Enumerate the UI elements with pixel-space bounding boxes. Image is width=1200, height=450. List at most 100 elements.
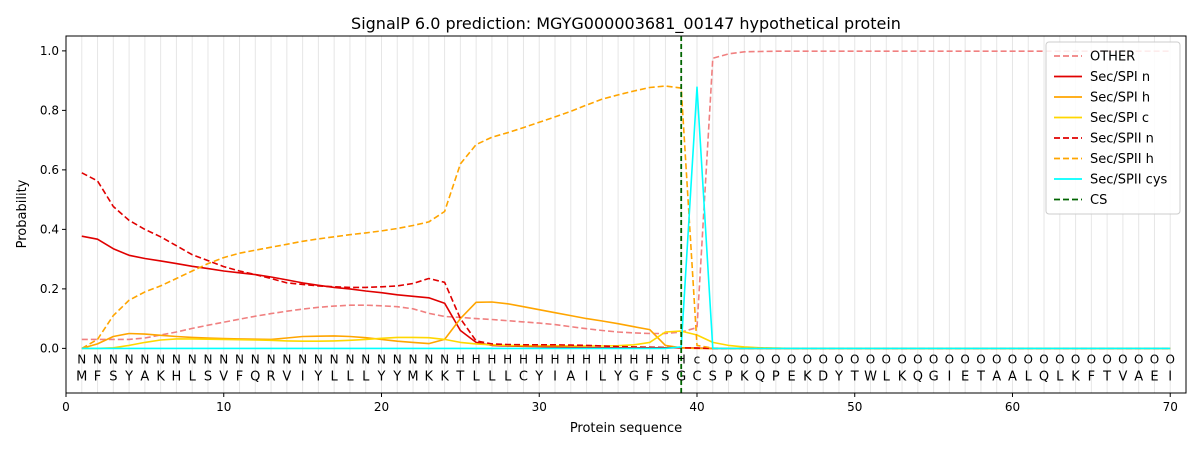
residue-letter: T bbox=[1102, 370, 1111, 385]
residue-letter: S bbox=[709, 370, 717, 385]
region-label: H bbox=[487, 352, 496, 366]
region-label: O bbox=[1039, 352, 1048, 366]
region-label: O bbox=[850, 352, 859, 366]
x-axis-label: Protein sequence bbox=[570, 421, 682, 436]
series-lines bbox=[81, 36, 1171, 393]
residue-letter: L bbox=[883, 370, 891, 385]
residue-letter: Y bbox=[834, 370, 843, 385]
legend-label: Sec/SPII h bbox=[1090, 152, 1154, 167]
region-label: O bbox=[945, 352, 954, 366]
residue-letter: S bbox=[661, 370, 669, 385]
region-label: N bbox=[251, 352, 260, 366]
series-line-sec-spii-n bbox=[81, 172, 1171, 350]
residue-letter: G bbox=[929, 370, 939, 385]
region-label: H bbox=[677, 352, 686, 366]
region-label: N bbox=[314, 352, 323, 366]
region-label: H bbox=[519, 352, 528, 366]
region-label: O bbox=[1150, 352, 1159, 366]
region-label: O bbox=[1134, 352, 1143, 366]
y-axis: 0.0 0.2 0.4 0.6 0.8 1.0 bbox=[40, 44, 66, 355]
region-label: N bbox=[125, 352, 134, 366]
region-label: N bbox=[188, 352, 197, 366]
residue-letter: Y bbox=[124, 370, 133, 385]
legend-label: Sec/SPI h bbox=[1090, 91, 1150, 106]
region-label: O bbox=[929, 352, 938, 366]
region-label: O bbox=[755, 352, 764, 366]
legend-label: OTHER bbox=[1090, 50, 1135, 65]
x-tick-label: 40 bbox=[689, 400, 704, 414]
region-label: O bbox=[740, 352, 749, 366]
residue-letter: A bbox=[140, 370, 149, 385]
chart-title: SignalP 6.0 prediction: MGYG000003681_00… bbox=[351, 14, 901, 34]
series-line-sec-spi-n bbox=[81, 235, 1171, 350]
series-line-sec-spii-cys bbox=[81, 86, 1171, 350]
region-label: O bbox=[1055, 352, 1064, 366]
series-line-sec-spii-h bbox=[81, 85, 1171, 350]
x-tick-label: 20 bbox=[374, 400, 389, 414]
residue-letter: M bbox=[407, 370, 418, 385]
residue-letter: L bbox=[1056, 370, 1064, 385]
region-label: O bbox=[708, 352, 717, 366]
series-line-other bbox=[81, 50, 1171, 341]
region-label: N bbox=[330, 352, 339, 366]
region-label: N bbox=[93, 352, 102, 366]
region-label: O bbox=[1071, 352, 1080, 366]
residue-letter: S bbox=[109, 370, 117, 385]
x-tick-label: 0 bbox=[62, 400, 70, 414]
residue-letter: L bbox=[488, 370, 496, 385]
residue-letter: Q bbox=[913, 370, 923, 385]
residue-letter: G bbox=[629, 370, 639, 385]
residue-letter: P bbox=[772, 370, 780, 385]
residue-letter: A bbox=[1008, 370, 1017, 385]
residue-letter: Q bbox=[1039, 370, 1049, 385]
region-label: O bbox=[897, 352, 906, 366]
y-axis-label: Probability bbox=[15, 179, 30, 248]
x-tick-label: 70 bbox=[1163, 400, 1178, 414]
residue-letter: D bbox=[818, 370, 828, 385]
series-line-sec-spi-h bbox=[81, 301, 1171, 350]
residue-letter: A bbox=[1134, 370, 1143, 385]
region-label: O bbox=[960, 352, 969, 366]
y-tick-label: 0.2 bbox=[40, 282, 59, 296]
residue-letter: Y bbox=[377, 370, 386, 385]
y-tick-label: 0.0 bbox=[40, 341, 59, 355]
residue-letter: S bbox=[204, 370, 212, 385]
residue-letter: E bbox=[788, 370, 796, 385]
residue-letter: A bbox=[992, 370, 1001, 385]
region-label: O bbox=[976, 352, 985, 366]
region-label: N bbox=[377, 352, 386, 366]
x-tick-label: 10 bbox=[216, 400, 231, 414]
residue-letter: V bbox=[1118, 370, 1127, 385]
region-label: O bbox=[1165, 352, 1174, 366]
residue-letter: T bbox=[850, 370, 859, 385]
region-label: O bbox=[724, 352, 733, 366]
residue-letter: V bbox=[282, 370, 291, 385]
plot-frame bbox=[65, 35, 1187, 394]
y-tick-label: 0.6 bbox=[40, 163, 59, 177]
residue-letter: C bbox=[692, 370, 701, 385]
residue-letter: I bbox=[585, 370, 589, 385]
region-label: N bbox=[409, 352, 418, 366]
region-label: O bbox=[1008, 352, 1017, 366]
residue-letter: Y bbox=[613, 370, 622, 385]
residue-letter: L bbox=[473, 370, 481, 385]
region-label: O bbox=[882, 352, 891, 366]
region-label: N bbox=[361, 352, 370, 366]
x-tick-label: 30 bbox=[532, 400, 547, 414]
y-tick-label: 0.8 bbox=[40, 103, 59, 117]
residue-letter: G bbox=[676, 370, 686, 385]
x-axis: 0 10 20 30 40 50 60 70 bbox=[62, 393, 1178, 414]
residue-letter: Q bbox=[250, 370, 260, 385]
region-label: c bbox=[694, 352, 701, 366]
legend: OTHER Sec/SPI n Sec/SPI h Sec/SPI c Sec/SPII… bbox=[1045, 41, 1181, 215]
residue-letter: K bbox=[1071, 370, 1080, 385]
region-label: N bbox=[140, 352, 149, 366]
region-label: N bbox=[440, 352, 449, 366]
residue-letter: K bbox=[740, 370, 749, 385]
region-label: H bbox=[661, 352, 670, 366]
region-label: O bbox=[818, 352, 827, 366]
region-label: H bbox=[614, 352, 623, 366]
region-label: N bbox=[77, 352, 86, 366]
region-label: N bbox=[156, 352, 165, 366]
